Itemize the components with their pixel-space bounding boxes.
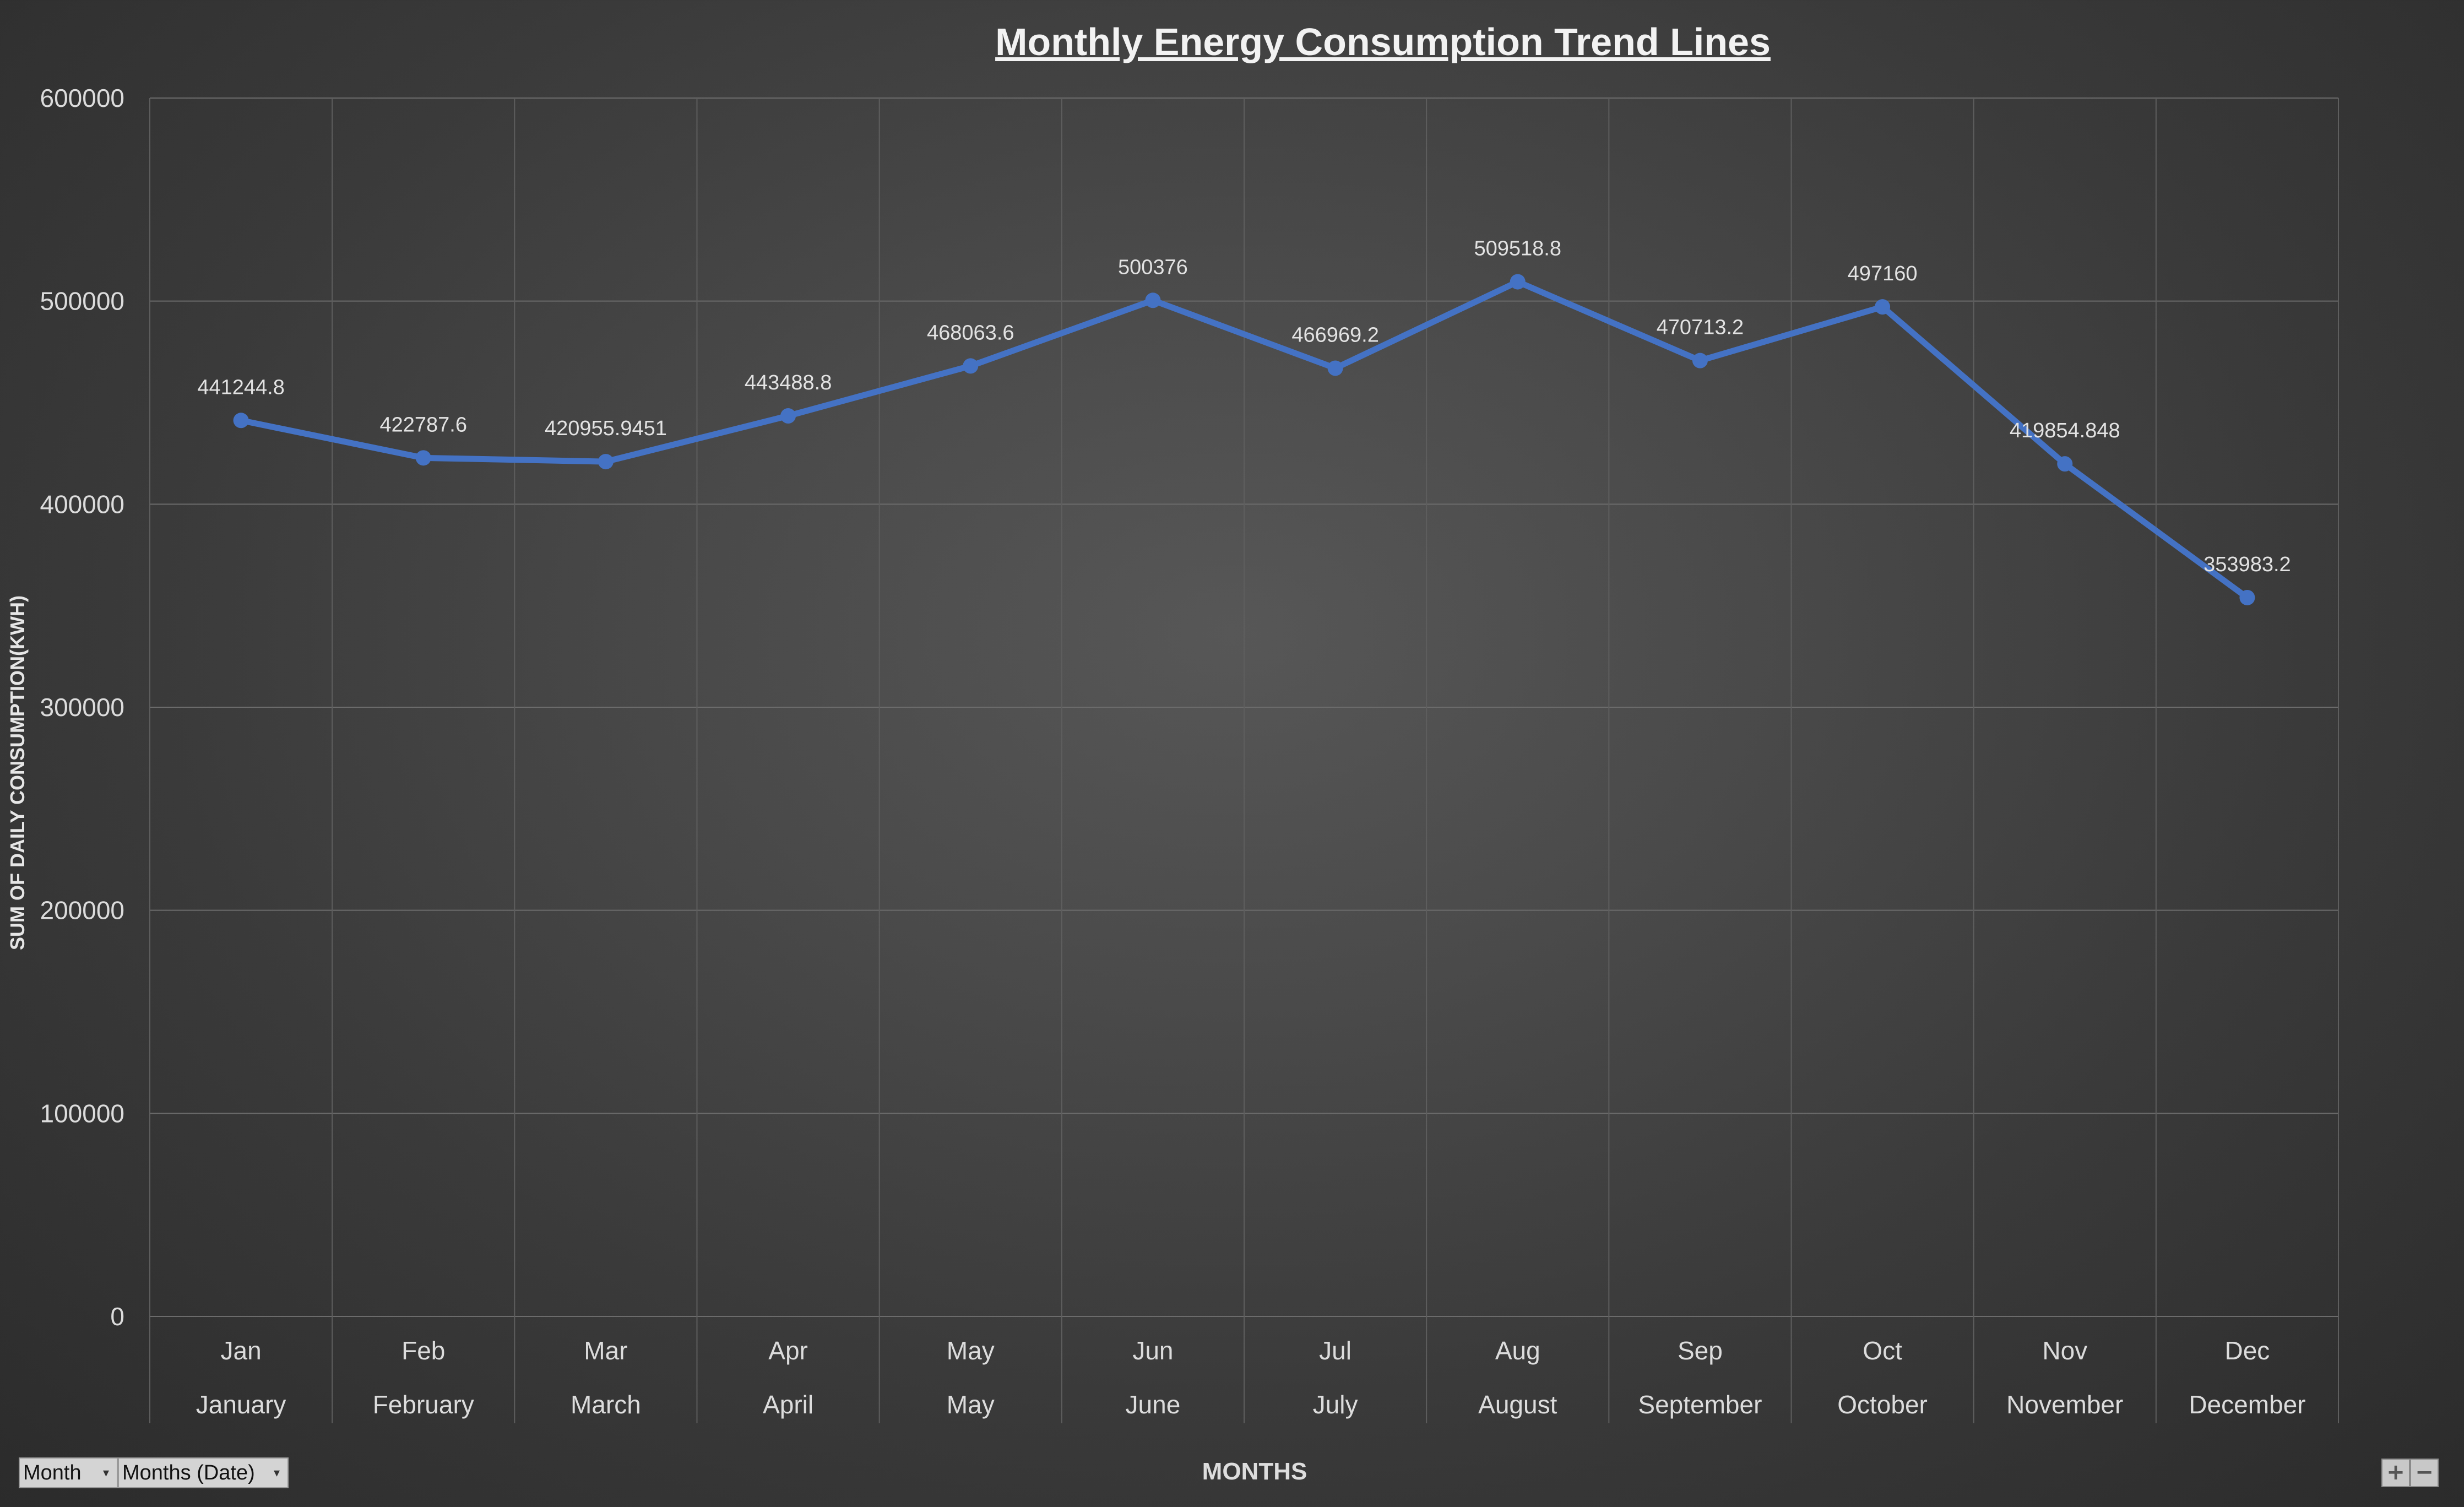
x-tick-label: Dec — [2225, 1336, 2270, 1365]
x-tick-label-month-name: June — [1126, 1390, 1181, 1419]
data-label: 500376 — [1118, 256, 1188, 279]
data-label: 468063.6 — [927, 321, 1014, 344]
y-tick-label: 0 — [110, 1302, 124, 1331]
data-point — [2239, 589, 2255, 605]
x-tick-label: Feb — [401, 1336, 445, 1365]
x-tick-label-month-name: August — [1478, 1390, 1557, 1419]
data-point — [598, 454, 614, 470]
data-label: 509518.8 — [1474, 237, 1562, 261]
data-label: 497160 — [1848, 262, 1918, 285]
x-tick-label: Oct — [1863, 1336, 1902, 1365]
data-point — [1875, 299, 1891, 315]
data-label: 353983.2 — [2204, 553, 2291, 576]
data-point — [780, 408, 796, 424]
month-field-label: Month — [23, 1461, 82, 1484]
data-point — [1327, 360, 1343, 376]
x-tick-label: Nov — [2042, 1336, 2087, 1365]
x-tick-label-month-name: January — [196, 1390, 286, 1419]
x-tick-label: Jun — [1132, 1336, 1173, 1365]
data-labels: 441244.8 422787.6 420955.9451 443488.8 46806… — [197, 237, 2291, 576]
y-tick-label: 300000 — [40, 693, 125, 722]
x-tick-label-month-name: October — [1837, 1390, 1928, 1419]
collapse-field-button[interactable]: − — [2410, 1459, 2439, 1487]
x-tick-label-month-name: February — [373, 1390, 474, 1419]
series-consumption — [233, 274, 2255, 605]
x-tick-label: Mar — [584, 1336, 627, 1365]
month-field-button[interactable]: Month ▾ — [19, 1457, 118, 1488]
x-tick-label-month-name: November — [2006, 1390, 2123, 1419]
data-point — [1510, 274, 1526, 290]
data-point — [1145, 292, 1161, 308]
x-axis-title: MONTHS — [1202, 1458, 1307, 1485]
x-tick-label: Aug — [1495, 1336, 1540, 1365]
data-label: 441244.8 — [197, 376, 285, 399]
y-tick-label: 500000 — [40, 287, 125, 316]
y-tick-label: 400000 — [40, 490, 125, 518]
x-tick-label-month-name: September — [1638, 1390, 1762, 1419]
data-point — [233, 413, 249, 429]
x-tick-label-month-name: May — [947, 1390, 995, 1419]
y-tick-label: 100000 — [40, 1099, 125, 1127]
x-tick-label: Sep — [1678, 1336, 1723, 1365]
data-label: 422787.6 — [380, 413, 468, 436]
chart-title: Monthly Energy Consumption Trend Lines — [995, 20, 1771, 63]
data-point — [1692, 353, 1708, 368]
x-tick-label-month-name: April — [763, 1390, 813, 1419]
data-label: 466969.2 — [1291, 323, 1379, 346]
x-tick-label-month-name: December — [2189, 1390, 2305, 1419]
y-axis-ticks: 0 100000 200000 300000 400000 500000 600000 — [40, 84, 125, 1331]
y-tick-label: 200000 — [40, 896, 125, 925]
gridlines — [149, 97, 2339, 1423]
data-label: 419854.848 — [2010, 419, 2120, 442]
y-axis-title: SUM OF DAILY CONSUMPTION(KWH) — [6, 595, 29, 950]
series-line — [238, 279, 2250, 601]
dropdown-arrow-icon: ▾ — [273, 1466, 280, 1479]
data-label: 443488.8 — [745, 371, 832, 394]
x-axis-ticks: Jan Feb Mar Apr May Jun Jul Aug Sep Oct Nov Dec Janu… — [196, 1336, 2306, 1419]
x-tick-label: Apr — [768, 1336, 808, 1365]
x-tick-label: Jan — [220, 1336, 261, 1365]
data-point — [2057, 456, 2073, 472]
x-tick-label-month-name: March — [571, 1390, 641, 1419]
data-label: 420955.9451 — [545, 417, 667, 440]
data-point — [963, 358, 979, 374]
dropdown-arrow-icon: ▾ — [102, 1466, 109, 1479]
y-tick-label: 600000 — [40, 84, 125, 112]
data-label: 470713.2 — [1657, 316, 1744, 339]
x-tick-label: Jul — [1319, 1336, 1352, 1365]
months-date-field-button[interactable]: Months (Date) ▾ — [118, 1457, 289, 1488]
x-tick-label-month-name: July — [1313, 1390, 1358, 1419]
expand-field-button[interactable]: + — [2381, 1459, 2410, 1487]
data-point — [415, 450, 431, 466]
x-tick-label: May — [947, 1336, 995, 1365]
months-date-field-label: Months (Date) — [122, 1461, 255, 1484]
